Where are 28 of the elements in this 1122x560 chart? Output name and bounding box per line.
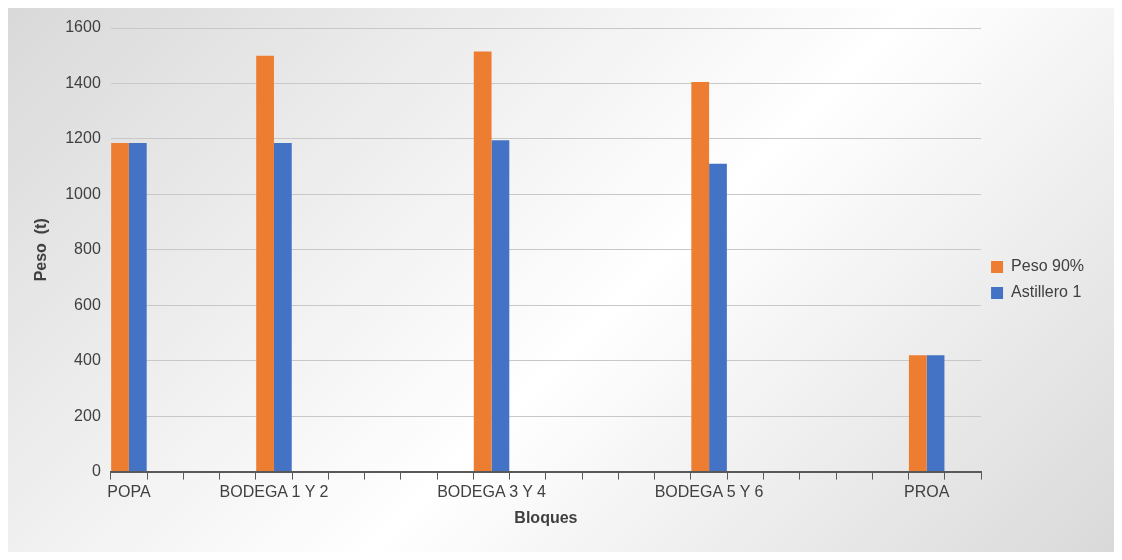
x-tick-label: POPA [107, 482, 151, 500]
bar [926, 355, 945, 472]
y-tick-label: 1400 [65, 73, 101, 91]
x-axis-title: Bloques [514, 508, 578, 526]
bar [709, 163, 727, 472]
x-tick-label: BODEGA 5 Y 6 [654, 482, 764, 500]
y-tick-label: 0 [91, 462, 101, 480]
y-tick-label: 1600 [65, 18, 101, 36]
bar [111, 143, 129, 472]
bar [256, 55, 274, 472]
y-tick-label: 200 [74, 406, 101, 424]
y-tick-label: 400 [74, 351, 101, 369]
y-tick-label: 600 [74, 295, 101, 313]
bar [273, 143, 292, 472]
bar [908, 355, 927, 472]
bar [491, 140, 510, 472]
legend-label: Astillero 1 [1011, 283, 1082, 301]
y-tick-label: 1000 [65, 184, 101, 202]
x-tick-label: BODEGA 1 Y 2 [219, 482, 329, 500]
y-axis-title: Peso (t) [32, 218, 50, 282]
legend-label: Peso 90% [1011, 257, 1084, 275]
y-tick-label: 800 [74, 240, 101, 258]
x-tick-label: BODEGA 3 Y 4 [437, 482, 547, 500]
bar [128, 143, 147, 472]
bar [691, 82, 710, 472]
bar [473, 51, 492, 472]
y-tick-label: 1200 [65, 129, 101, 147]
x-tick-label: PROA [904, 482, 950, 500]
